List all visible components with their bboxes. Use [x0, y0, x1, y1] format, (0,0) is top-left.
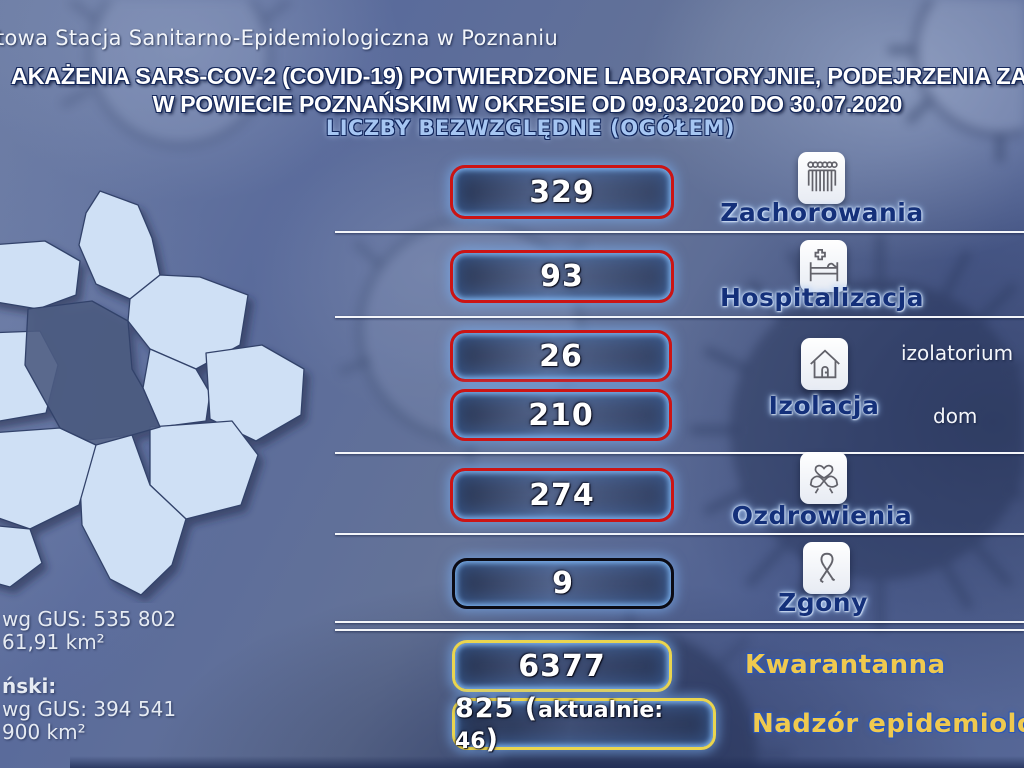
bottom-dark-band	[70, 756, 1024, 768]
county-area: 900 km²	[2, 720, 86, 744]
izolatorium-note: izolatorium	[901, 341, 1014, 365]
hospitalizacja-value: 93	[540, 259, 584, 294]
row-separator	[335, 231, 1024, 233]
municipality-shape	[205, 344, 305, 442]
municipality-shape	[78, 190, 161, 300]
county-population: wg GUS: 394 541	[2, 697, 177, 721]
title-line-1: AKAŻENIA SARS-COV-2 (COVID-19) POTWIERDZ…	[10, 63, 1024, 89]
region-info-block: wg GUS: 535 802 61,91 km² ński: wg GUS: …	[2, 608, 176, 744]
sick-people-icon	[798, 152, 845, 204]
municipality-shape	[77, 434, 187, 596]
row-separator	[335, 621, 1024, 623]
zgony-value-box: 9	[452, 558, 674, 609]
kwarantanna-value: 6377	[518, 648, 606, 684]
zachorowania-value-box: 329	[450, 165, 674, 219]
row-separator	[335, 316, 1024, 318]
hospital-bed-icon	[800, 240, 847, 292]
municipality-shape	[0, 525, 43, 588]
kwarantanna-label: Kwarantanna	[745, 650, 946, 680]
hospitalizacja-value-box: 93	[450, 250, 674, 303]
izolacja-dom-value-box: 210	[450, 389, 672, 441]
izolacja-izolatorium-value: 26	[539, 338, 583, 374]
city-population: wg GUS: 535 802	[2, 607, 177, 631]
kwarantanna-value-box: 6377	[452, 640, 672, 692]
county-name-fragment: ński:	[2, 674, 57, 698]
title-line-3: LICZBY BEZWZGLĘDNE (OGÓŁEM)	[325, 116, 736, 140]
municipality-shape	[127, 274, 249, 370]
ozdrowienia-label: Ozdrowienia	[731, 501, 913, 530]
ozdrowienia-value-box: 274	[450, 468, 674, 522]
row-separator	[335, 452, 1024, 454]
izolacja-label: Izolacja	[768, 391, 880, 420]
zachorowania-value: 329	[529, 174, 595, 210]
zgony-value: 9	[552, 566, 574, 601]
izolacja-izolatorium-value-box: 26	[450, 330, 672, 382]
poznan-city-shape	[24, 300, 161, 446]
izolacja-dom-value: 210	[528, 397, 594, 433]
title-line-2: W POWIECIE POZNAŃSKIM W OKRESIE OD 09.03…	[152, 91, 903, 117]
dom-note: dom	[933, 404, 978, 428]
row-separator	[335, 629, 1024, 631]
hospitalizacja-label: Hospitalizacja	[719, 283, 925, 312]
zachorowania-label: Zachorowania	[720, 198, 924, 227]
zgony-label: Zgony	[778, 588, 868, 617]
heart-in-hands-icon	[800, 452, 847, 504]
nadzor-label: Nadzór epidemiologiczny	[752, 709, 1024, 739]
ozdrowienia-value: 274	[529, 477, 595, 513]
row-separator	[335, 533, 1024, 535]
house-icon	[801, 338, 848, 390]
municipality-shape	[0, 240, 81, 310]
poznan-county-map	[0, 190, 305, 596]
nadzor-value-box: 825 (aktualnie: 46)	[452, 693, 716, 755]
city-area: 61,91 km²	[2, 630, 105, 654]
ribbon-icon	[803, 542, 850, 594]
nadzor-current-detail: aktualnie: 46	[455, 698, 664, 754]
nadzor-value: 825 (aktualnie: 46)	[455, 693, 664, 755]
station-name: towa Stacja Sanitarno-Epidemiologiczna w…	[0, 26, 559, 50]
